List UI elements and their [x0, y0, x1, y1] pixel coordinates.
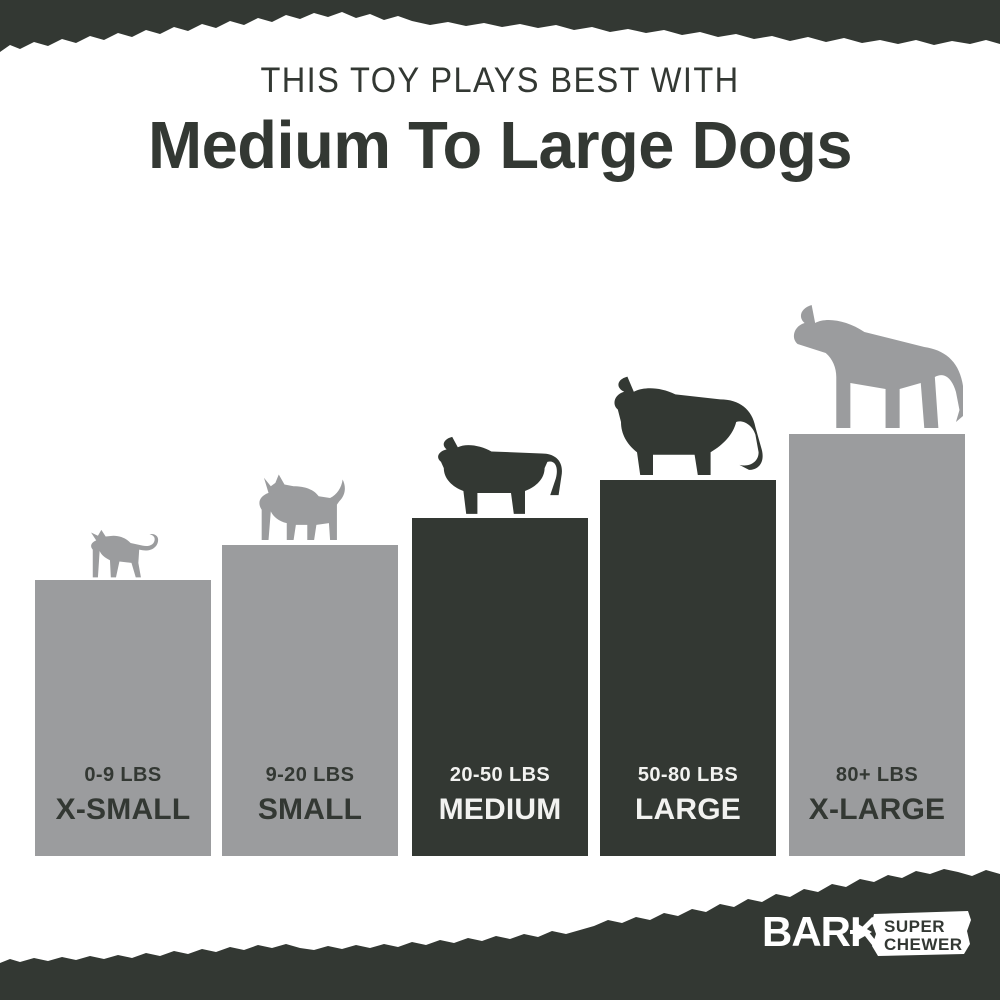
headline-block: THIS TOY PLAYS BEST WITH Medium To Large…: [0, 61, 1000, 183]
bar-label-group: 0-9 LBS X-SMALL: [35, 763, 211, 826]
bar-x-small[interactable]: 0-9 LBS X-SMALL: [35, 529, 211, 856]
logo-line2-text: CHEWER: [884, 935, 963, 954]
bar-weight-label: 9-20 LBS: [265, 764, 355, 786]
bar-weight-label: 50-80 LBS: [637, 764, 739, 786]
scottish-terrier-silhouette: [259, 474, 345, 540]
bar-weight-label: 20-50 LBS: [449, 764, 551, 786]
bar-label-group: 9-20 LBS SMALL: [222, 763, 398, 826]
logo-mark: BARK SUPER CHEWER: [762, 908, 971, 956]
logo-line1-text: SUPER: [884, 917, 945, 936]
bar-x-large[interactable]: 80+ LBS X-LARGE: [789, 305, 965, 856]
bar-size-label: MEDIUM: [438, 793, 562, 826]
bar-size-label: LARGE: [635, 793, 741, 826]
bar-size-label: X-SMALL: [55, 793, 191, 826]
logo-badge-shape: [872, 911, 971, 956]
bar-small[interactable]: 9-20 LBS SMALL: [222, 474, 398, 856]
logo-arrow-icon: [850, 924, 872, 940]
bar-weight-label: 0-9 LBS: [84, 764, 162, 786]
bar-label-group: 20-50 LBS MEDIUM: [412, 763, 588, 826]
bar-medium[interactable]: 20-50 LBS MEDIUM: [412, 436, 588, 856]
bar-large[interactable]: 50-80 LBS LARGE: [600, 376, 776, 856]
eyebrow-text: THIS TOY PLAYS BEST WITH: [260, 61, 740, 100]
bar-weight-label: 80+ LBS: [835, 764, 919, 786]
great-dane-silhouette: [793, 305, 963, 428]
chihuahua-silhouette: [91, 529, 159, 578]
bark-super-chewer-logo: BARK SUPER CHEWER: [762, 906, 972, 958]
bar-label-group: 50-80 LBS LARGE: [600, 763, 776, 826]
labrador-silhouette: [438, 436, 562, 514]
bar-size-label: X-LARGE: [808, 793, 946, 826]
bar-label-group: 80+ LBS X-LARGE: [789, 763, 965, 826]
golden-retriever-silhouette: [614, 376, 763, 475]
bar-size-label: SMALL: [257, 793, 363, 826]
page-title: Medium To Large Dogs: [147, 107, 853, 183]
